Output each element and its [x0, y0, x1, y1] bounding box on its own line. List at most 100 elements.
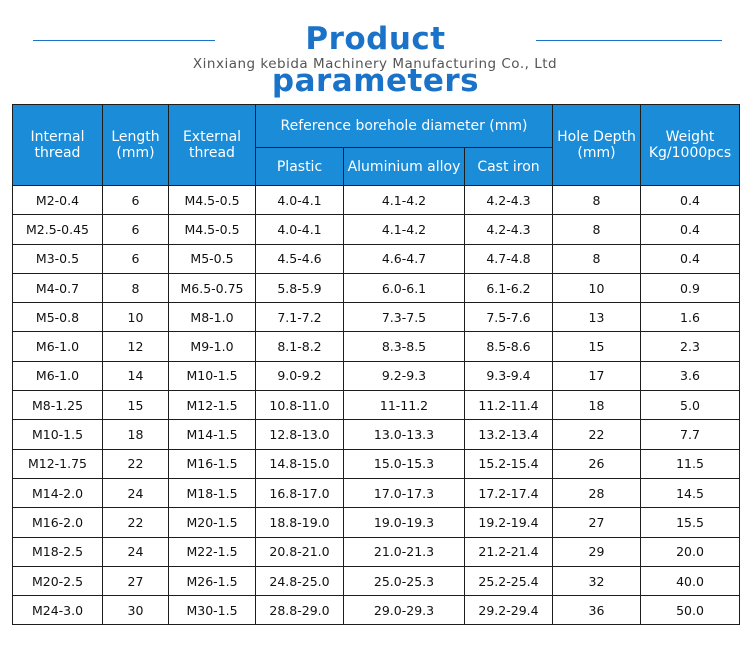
cell-aluminium-alloy: 21.0-21.3 — [343, 536, 465, 567]
cell-hole-depth: 28 — [552, 477, 641, 509]
cell-hole-depth: 22 — [552, 419, 641, 450]
cell-length: 6 — [102, 243, 169, 274]
cell-length: 18 — [102, 419, 169, 450]
cell-weight: 3.6 — [640, 360, 740, 392]
header-internal-thread: Internal thread — [12, 104, 103, 186]
cell-weight: 0.9 — [640, 272, 740, 304]
cell-internal-thread: M6-1.0 — [12, 360, 103, 392]
cell-cast-iron: 25.2-25.4 — [464, 565, 553, 597]
cell-external-thread: M9-1.0 — [168, 331, 256, 362]
cell-hole-depth: 8 — [552, 184, 641, 216]
cell-plastic: 14.8-15.0 — [255, 448, 344, 479]
table-row: M3-0.5 6 M5-0.5 4.5-4.6 4.6-4.7 4.7-4.8 8 0.4 — [12, 243, 740, 274]
cell-internal-thread: M2.5-0.45 — [12, 214, 103, 245]
cell-hole-depth: 27 — [552, 507, 641, 538]
cell-length: 27 — [102, 565, 169, 597]
table-row: M10-1.5 18 M14-1.5 12.8-13.0 13.0-13.3 13.2-1… — [12, 419, 740, 450]
cell-weight: 50.0 — [640, 595, 740, 626]
cell-internal-thread: M8-1.25 — [12, 390, 103, 421]
page-title: Product parameters — [271, 21, 480, 99]
cell-weight: 1.6 — [640, 302, 740, 333]
header-aluminium-alloy: Aluminium alloy — [343, 147, 465, 186]
cell-cast-iron: 9.3-9.4 — [464, 360, 553, 392]
cell-external-thread: M12-1.5 — [168, 390, 256, 421]
cell-cast-iron: 29.2-29.4 — [464, 595, 553, 626]
cell-aluminium-alloy: 7.3-7.5 — [343, 302, 465, 333]
table-row: M18-2.5 24 M22-1.5 20.8-21.0 21.0-21.3 21.2-2… — [12, 536, 740, 567]
cell-plastic: 18.8-19.0 — [255, 507, 344, 538]
parameters-table: Internal thread Length (mm) External thr… — [12, 104, 740, 626]
table-row: M6-1.0 12 M9-1.0 8.1-8.2 8.3-8.5 8.5-8.6 15 2.3 — [12, 331, 740, 362]
cell-external-thread: M26-1.5 — [168, 565, 256, 597]
cell-internal-thread: M18-2.5 — [12, 536, 103, 567]
cell-length: 24 — [102, 536, 169, 567]
table-row: M8-1.25 15 M12-1.5 10.8-11.0 11-11.2 11.2-11.… — [12, 390, 740, 421]
cell-aluminium-alloy: 9.2-9.3 — [343, 360, 465, 392]
cell-weight: 40.0 — [640, 565, 740, 597]
cell-length: 12 — [102, 331, 169, 362]
cell-plastic: 5.8-5.9 — [255, 272, 344, 304]
cell-aluminium-alloy: 17.0-17.3 — [343, 477, 465, 509]
cell-cast-iron: 4.7-4.8 — [464, 243, 553, 274]
cell-weight: 20.0 — [640, 536, 740, 567]
cell-cast-iron: 17.2-17.4 — [464, 477, 553, 509]
cell-hole-depth: 17 — [552, 360, 641, 392]
cell-external-thread: M30-1.5 — [168, 595, 256, 626]
cell-external-thread: M10-1.5 — [168, 360, 256, 392]
cell-cast-iron: 6.1-6.2 — [464, 272, 553, 304]
cell-external-thread: M22-1.5 — [168, 536, 256, 567]
cell-length: 22 — [102, 507, 169, 538]
cell-hole-depth: 26 — [552, 448, 641, 479]
cell-aluminium-alloy: 25.0-25.3 — [343, 565, 465, 597]
table-row: M16-2.0 22 M20-1.5 18.8-19.0 19.0-19.3 19.2-1… — [12, 507, 740, 538]
cell-weight: 0.4 — [640, 184, 740, 216]
cell-aluminium-alloy: 4.1-4.2 — [343, 214, 465, 245]
cell-aluminium-alloy: 15.0-15.3 — [343, 448, 465, 479]
cell-cast-iron: 4.2-4.3 — [464, 184, 553, 216]
header-cast-iron: Cast iron — [464, 147, 553, 186]
cell-weight: 15.5 — [640, 507, 740, 538]
cell-external-thread: M4.5-0.5 — [168, 214, 256, 245]
cell-aluminium-alloy: 6.0-6.1 — [343, 272, 465, 304]
cell-aluminium-alloy: 4.1-4.2 — [343, 184, 465, 216]
title-divider-left — [33, 40, 215, 41]
cell-cast-iron: 13.2-13.4 — [464, 419, 553, 450]
cell-hole-depth: 32 — [552, 565, 641, 597]
cell-length: 24 — [102, 477, 169, 509]
cell-external-thread: M16-1.5 — [168, 448, 256, 479]
cell-weight: 2.3 — [640, 331, 740, 362]
cell-internal-thread: M2-0.4 — [12, 184, 103, 216]
cell-hole-depth: 15 — [552, 331, 641, 362]
cell-length: 8 — [102, 272, 169, 304]
cell-aluminium-alloy: 11-11.2 — [343, 390, 465, 421]
cell-external-thread: M4.5-0.5 — [168, 184, 256, 216]
cell-aluminium-alloy: 19.0-19.3 — [343, 507, 465, 538]
cell-cast-iron: 7.5-7.6 — [464, 302, 553, 333]
table-row: M5-0.8 10 M8-1.0 7.1-7.2 7.3-7.5 7.5-7.6 13 1.6 — [12, 302, 740, 333]
cell-cast-iron: 4.2-4.3 — [464, 214, 553, 245]
cell-internal-thread: M3-0.5 — [12, 243, 103, 274]
cell-aluminium-alloy: 29.0-29.3 — [343, 595, 465, 626]
cell-weight: 5.0 — [640, 390, 740, 421]
cell-internal-thread: M10-1.5 — [12, 419, 103, 450]
cell-plastic: 20.8-21.0 — [255, 536, 344, 567]
title-banner: Product parameters — [0, 18, 750, 99]
table-row: M4-0.7 8 M6.5-0.75 5.8-5.9 6.0-6.1 6.1-6.2 10 0… — [12, 272, 740, 304]
cell-internal-thread: M6-1.0 — [12, 331, 103, 362]
cell-internal-thread: M24-3.0 — [12, 595, 103, 626]
cell-weight: 7.7 — [640, 419, 740, 450]
cell-external-thread: M8-1.0 — [168, 302, 256, 333]
cell-length: 14 — [102, 360, 169, 392]
cell-aluminium-alloy: 4.6-4.7 — [343, 243, 465, 274]
cell-aluminium-alloy: 13.0-13.3 — [343, 419, 465, 450]
cell-length: 6 — [102, 214, 169, 245]
table-row: M14-2.0 24 M18-1.5 16.8-17.0 17.0-17.3 17.2-1… — [12, 477, 740, 509]
table-row: M6-1.0 14 M10-1.5 9.0-9.2 9.2-9.3 9.3-9.4 17 3.… — [12, 360, 740, 392]
cell-external-thread: M14-1.5 — [168, 419, 256, 450]
cell-internal-thread: M5-0.8 — [12, 302, 103, 333]
cell-aluminium-alloy: 8.3-8.5 — [343, 331, 465, 362]
header-reference-borehole: Reference borehole diameter (mm) — [255, 104, 553, 148]
cell-plastic: 16.8-17.0 — [255, 477, 344, 509]
cell-hole-depth: 29 — [552, 536, 641, 567]
cell-length: 10 — [102, 302, 169, 333]
